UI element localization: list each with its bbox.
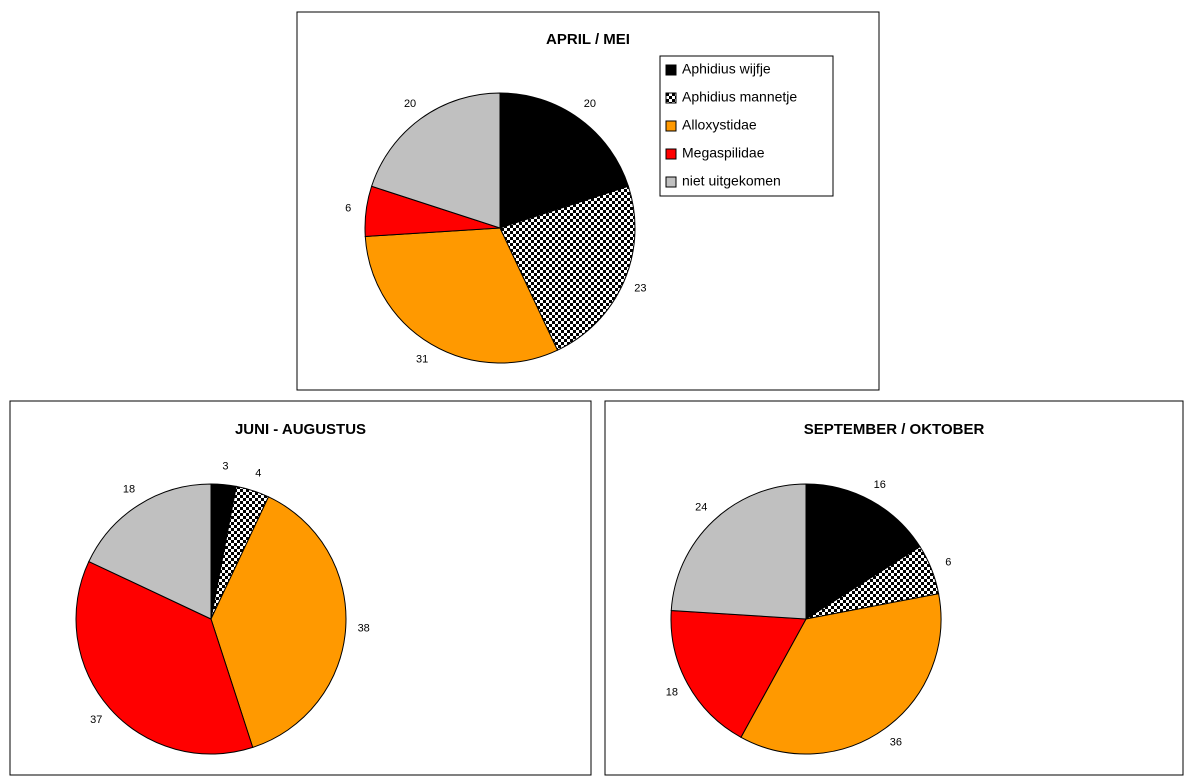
data-label: 38 [358, 623, 370, 635]
legend-label: Aphidius mannetje [682, 89, 797, 105]
legend-label: niet uitgekomen [682, 173, 781, 189]
pie-slice [740, 593, 942, 755]
data-label: 31 [416, 354, 428, 366]
data-label: 24 [695, 501, 707, 513]
pie-slice [670, 483, 807, 620]
chart-title: JUNI - AUGUSTUS [235, 421, 366, 438]
data-label: 18 [666, 687, 678, 699]
data-label: 4 [255, 467, 261, 479]
pie-slice [499, 185, 636, 351]
legend-swatch [665, 148, 677, 160]
data-label: 3 [222, 461, 228, 473]
data-label: 20 [404, 98, 416, 110]
pie-slice [364, 227, 559, 364]
legend-swatch [665, 120, 677, 132]
data-label: 20 [584, 98, 596, 110]
chart-title: SEPTEMBER / OKTOBER [804, 421, 985, 438]
pie-slice [75, 560, 254, 755]
pie-slice [88, 483, 212, 620]
data-label: 36 [890, 737, 902, 749]
data-label: 6 [345, 203, 351, 215]
legend-frame [659, 55, 834, 197]
chart-title: APRIL / MEI [546, 31, 630, 48]
data-label: 16 [874, 479, 886, 491]
pie-slice [670, 609, 807, 738]
data-label: 18 [123, 484, 135, 496]
legend-swatch [665, 64, 677, 76]
pie-slice [210, 496, 347, 749]
legend-swatch [665, 176, 677, 188]
legend-swatch [665, 92, 677, 104]
data-label: 23 [634, 283, 646, 295]
pie-slice [499, 92, 630, 229]
data-label: 37 [90, 714, 102, 726]
legend-label: Megaspilidae [682, 145, 765, 161]
legend-label: Aphidius wijfje [682, 61, 771, 77]
pie-slice [370, 92, 501, 229]
legend-label: Alloxystidae [682, 117, 757, 133]
data-label: 6 [945, 557, 951, 569]
pie-slice [805, 483, 921, 620]
